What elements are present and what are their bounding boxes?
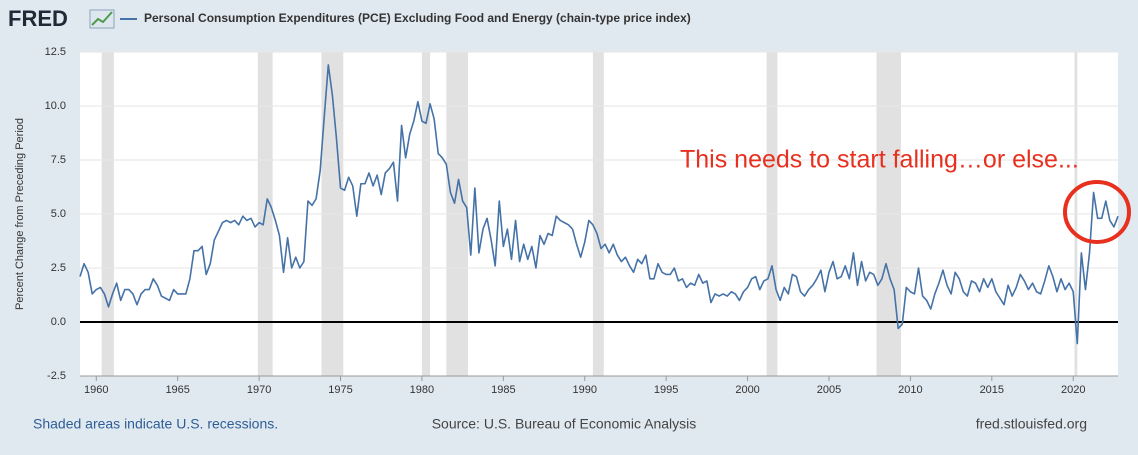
plot: 12.5 10.0 7.5 5.0 2.5 0.0 -2.5 1960 1965 1970 1975… [45, 46, 1119, 396]
y-tick-label: 0.0 [51, 316, 66, 328]
y-tick-label: 2.5 [51, 262, 66, 274]
x-tick-label: 2020 [1061, 384, 1085, 396]
logo: FRED [8, 6, 68, 31]
y-tick-label: -2.5 [47, 370, 66, 382]
y-axis-label: Percent Change from Preceding Period [14, 118, 26, 310]
footer-note[interactable]: Shaded areas indicate U.S. recessions. [33, 416, 278, 432]
logo-icon [89, 9, 115, 29]
x-tick-label: 1970 [247, 384, 271, 396]
x-tick-label: 1965 [165, 384, 189, 396]
x-tick-label: 1980 [410, 384, 434, 396]
y-tick-label: 7.5 [51, 154, 66, 166]
y-tick-label: 5.0 [51, 208, 66, 220]
x-tick-label: 1990 [573, 384, 597, 396]
x-tick-label: 1995 [654, 384, 678, 396]
footer-url[interactable]: fred.stlouisfed.org [976, 416, 1087, 432]
footer-source: Source: U.S. Bureau of Economic Analysis [432, 416, 697, 432]
y-tick-label: 12.5 [45, 46, 66, 58]
annotation: This needs to start falling…or else... [680, 146, 1079, 174]
y-tick-label: 10.0 [45, 100, 66, 112]
x-tick-label: 2010 [898, 384, 922, 396]
x-tick-label: 2000 [735, 384, 759, 396]
legend-label: Personal Consumption Expenditures (PCE) … [144, 11, 691, 25]
series-line [79, 64, 1119, 345]
x-tick-label: 2005 [817, 384, 841, 396]
logo-line [91, 11, 113, 26]
logo-box [89, 9, 115, 29]
x-tick-label: 1985 [491, 384, 515, 396]
annotation-circle [1063, 180, 1131, 244]
x-tick-label: 1960 [84, 384, 108, 396]
x-tick-label: 1975 [328, 384, 352, 396]
x-tick-label: 2015 [980, 384, 1004, 396]
